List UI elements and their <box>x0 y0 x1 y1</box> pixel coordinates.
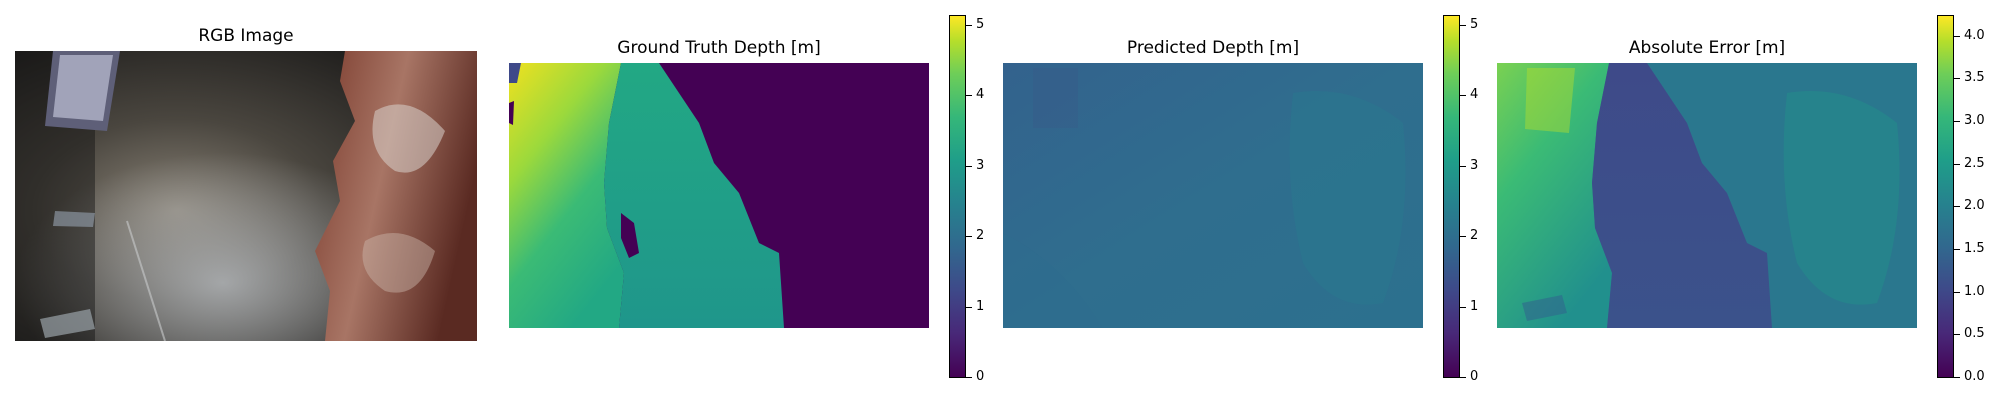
pred-tick-label: 5 <box>1470 17 1479 32</box>
pred-depth-title: Predicted Depth [m] <box>1126 38 1300 58</box>
error-tick-label: 1.5 <box>1964 241 1985 256</box>
error-colorbar <box>1937 15 1954 378</box>
gt-tick-label: 4 <box>976 87 985 102</box>
gt-tick-label: 2 <box>976 228 985 243</box>
rgb-image-title: RGB Image <box>198 26 294 46</box>
error-tick-label: 0.0 <box>1964 369 1985 384</box>
gt-tick-label: 3 <box>976 158 985 173</box>
gt-depth-map <box>509 63 929 328</box>
pred-tick-label: 4 <box>1470 87 1479 102</box>
pred-tick-label: 1 <box>1470 299 1479 314</box>
gt-depth-title: Ground Truth Depth [m] <box>617 38 821 58</box>
error-tick-label: 3.0 <box>1964 113 1985 128</box>
pred-depth-map <box>1003 63 1423 328</box>
gt-tick-label: 1 <box>976 299 985 314</box>
gt-tick-label: 5 <box>976 17 985 32</box>
error-tick-label: 0.5 <box>1964 326 1985 341</box>
error-tick-label: 4.0 <box>1964 28 1985 43</box>
rgb-image <box>15 51 477 341</box>
abs-error-title: Absolute Error [m] <box>1628 38 1786 58</box>
gt-colorbar <box>949 15 966 378</box>
gt-tick-label: 0 <box>976 369 985 384</box>
pred-tick-label: 3 <box>1470 158 1479 173</box>
error-tick-label: 2.5 <box>1964 156 1985 171</box>
error-tick-label: 2.0 <box>1964 198 1985 213</box>
error-tick-label: 1.0 <box>1964 284 1985 299</box>
error-tick-label: 3.5 <box>1964 70 1985 85</box>
abs-error-map <box>1497 63 1917 328</box>
pred-tick-label: 0 <box>1470 369 1479 384</box>
pred-tick-label: 2 <box>1470 228 1479 243</box>
pred-colorbar <box>1443 15 1460 378</box>
grid-tile-top <box>45 51 120 131</box>
